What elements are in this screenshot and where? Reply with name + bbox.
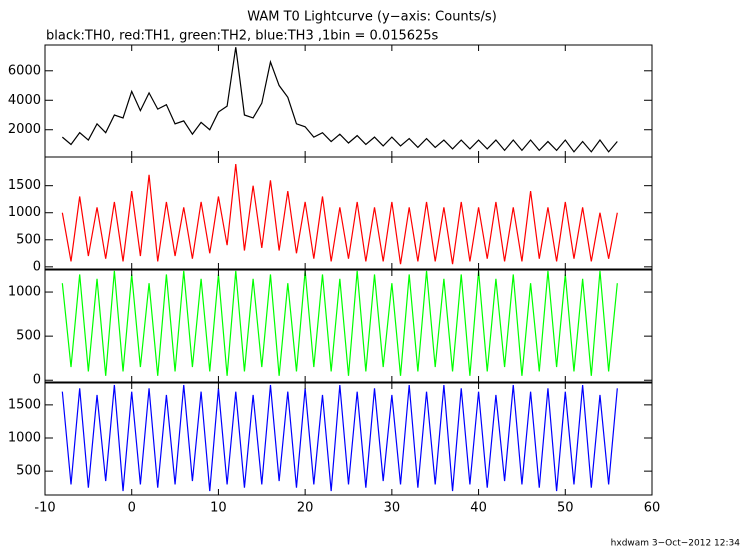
- y-tick-label: 1000: [8, 285, 41, 300]
- light-curve: [61, 47, 618, 153]
- light-curve: [61, 384, 618, 492]
- chart-subtitle: black:TH0, red:TH1, green:TH2, blue:TH3 …: [46, 29, 439, 44]
- panel-frame: [44, 269, 653, 383]
- y-tick-label: 500: [16, 232, 41, 247]
- chart-title: WAM T0 Lightcurve (y−axis: Counts/s): [247, 10, 497, 25]
- x-tick-label: 10: [210, 501, 227, 516]
- y-tick-label: 1500: [8, 178, 41, 193]
- y-tick-label: 4000: [8, 93, 41, 108]
- y-tick-label: 1000: [8, 205, 41, 220]
- x-tick-label: 50: [557, 501, 574, 516]
- x-tick-label: 20: [297, 501, 314, 516]
- y-tick-label: 500: [16, 464, 41, 479]
- light-curve: [61, 163, 618, 265]
- x-tick-label: -10: [34, 501, 55, 516]
- y-tick-label: 0: [33, 259, 41, 274]
- panel-frame: [44, 382, 653, 496]
- y-tick-label: 1000: [8, 431, 41, 446]
- y-tick-label: 2000: [8, 122, 41, 137]
- footer: hxdwam 3−Oct−2012 12:34: [611, 539, 741, 549]
- light-curve: [61, 270, 618, 376]
- x-tick-label: 30: [384, 501, 401, 516]
- y-tick-label: 6000: [8, 63, 41, 78]
- y-tick-label: 500: [16, 329, 41, 344]
- x-tick-label: 60: [644, 501, 661, 516]
- x-tick-label: 40: [470, 501, 487, 516]
- panel-frame: [44, 156, 653, 270]
- x-tick-label: 0: [128, 501, 136, 516]
- y-tick-label: 0: [33, 373, 41, 388]
- y-tick-label: 1500: [8, 397, 41, 412]
